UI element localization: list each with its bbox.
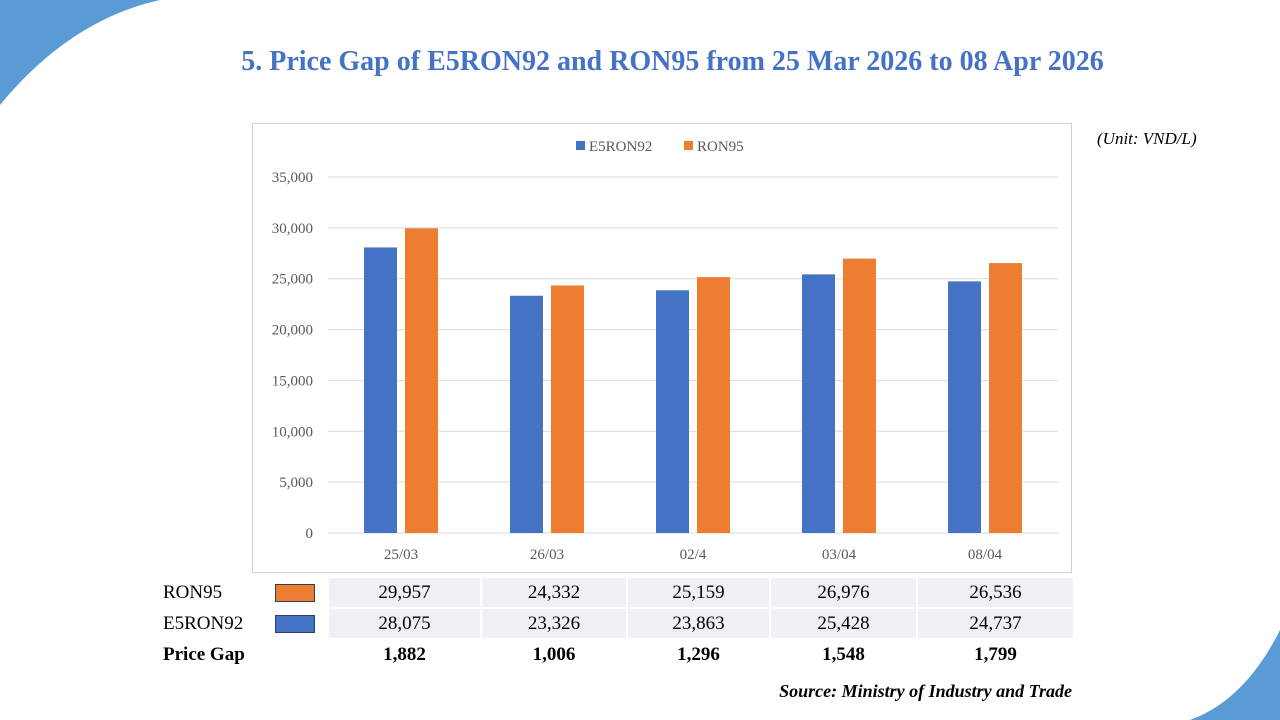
bar-e5ron92-0: [364, 247, 397, 533]
x-tick-label: 26/03: [530, 547, 564, 563]
y-tick-label: 10,000: [272, 424, 313, 440]
table-row: Price Gap 1,882 1,006 1,296 1,548 1,799: [163, 639, 1073, 669]
chart-container: 0 5,000 10,000 15,000 20,000 25,000 30,000 35,0…: [252, 123, 1072, 573]
row-label: RON95: [163, 581, 223, 603]
legend-key-swatch: [275, 615, 315, 634]
table-cell: 25,159: [626, 578, 770, 609]
bar-ron95-3: [843, 258, 876, 533]
table-cell: 25,428: [769, 608, 917, 640]
source-note: Source: Ministry of Industry and Trade: [779, 681, 1072, 701]
y-tick-label: 15,000: [272, 373, 313, 389]
legend-swatch-ron95: [684, 141, 693, 150]
table-cell: 1,006: [480, 639, 627, 669]
y-tick-label: 25,000: [272, 272, 313, 288]
table-cell: 29,957: [327, 578, 481, 609]
row-label: E5RON92: [163, 612, 244, 634]
row-label-cell: Price Gap: [163, 639, 328, 669]
bar-ron95-1: [551, 285, 584, 533]
x-tick-label: 25/03: [384, 547, 418, 563]
row-label-cell: E5RON92: [163, 608, 328, 640]
y-tick-label: 0: [306, 526, 314, 542]
y-tick-label: 5,000: [279, 475, 313, 491]
data-table: RON95 29,957 24,332 25,159 26,976 26,536 E5RON…: [163, 578, 1073, 669]
table-cell: 23,326: [480, 608, 627, 640]
bar-e5ron92-4: [948, 281, 981, 533]
bar-ron95-0: [405, 228, 438, 533]
table-cell: 26,536: [916, 578, 1073, 609]
y-tick-label: 30,000: [272, 221, 313, 237]
table-cell: 28,075: [327, 608, 481, 640]
bar-ron95-2: [697, 277, 730, 533]
x-tick-label: 03/04: [822, 547, 857, 563]
table-cell: 23,863: [626, 608, 770, 640]
table-cell: 1,548: [769, 639, 917, 669]
bar-ron95-4: [989, 263, 1022, 533]
table-row: E5RON92 28,075 23,326 23,863 25,428 24,737: [163, 608, 1073, 640]
table-row: RON95 29,957 24,332 25,159 26,976 26,536: [163, 578, 1073, 609]
table-cell: 1,882: [327, 639, 481, 669]
table-cell: 24,737: [916, 608, 1073, 640]
bar-e5ron92-3: [802, 274, 835, 533]
table-cell: 1,799: [916, 639, 1073, 669]
bar-chart: 0 5,000 10,000 15,000 20,000 25,000 30,000 35,0…: [272, 139, 1058, 563]
row-label-cell: RON95: [163, 578, 328, 609]
bar-e5ron92-1: [510, 295, 543, 533]
legend-label: RON95: [697, 139, 744, 155]
row-label: Price Gap: [163, 643, 245, 665]
bar-e5ron92-2: [656, 290, 689, 533]
legend-key-swatch: [275, 584, 315, 603]
table-cell: 1,296: [626, 639, 770, 669]
unit-note: (Unit: VND/L): [1097, 129, 1197, 148]
page-title: 5. Price Gap of E5RON92 and RON95 from 2…: [241, 46, 1104, 77]
corner-decoration-top-left: [0, 0, 160, 105]
x-tick-label: 02/4: [680, 547, 707, 563]
legend-label: E5RON92: [589, 139, 652, 155]
table-cell: 26,976: [769, 578, 917, 609]
legend-swatch-e5ron92: [576, 141, 585, 150]
y-tick-label: 20,000: [272, 323, 313, 339]
corner-decoration-bottom-right: [1190, 630, 1280, 720]
table-cell: 24,332: [480, 578, 627, 609]
x-tick-label: 08/04: [968, 547, 1003, 563]
y-tick-label: 35,000: [272, 170, 313, 186]
